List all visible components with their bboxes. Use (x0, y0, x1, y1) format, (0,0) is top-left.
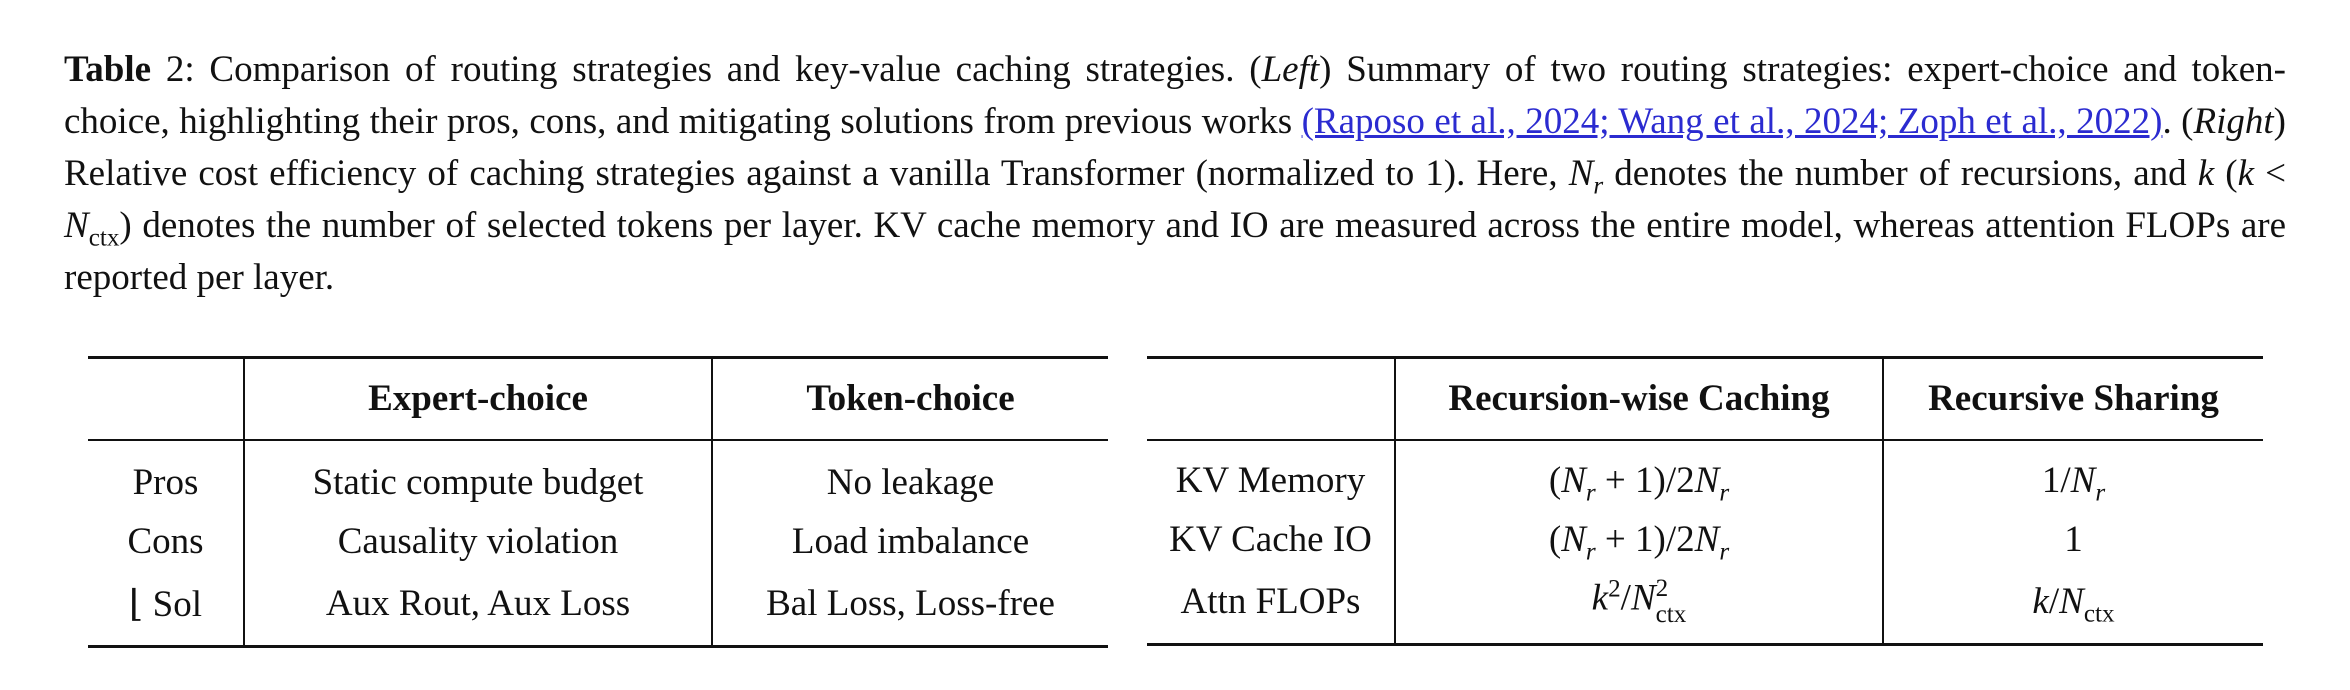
cell-token: Load imbalance (711, 510, 1108, 573)
cell-token: No leakage (711, 439, 1108, 511)
row-label: KV Cache IO (1169, 519, 1372, 560)
table-row: KV Memory (Nr + 1)/2Nr 1/Nr (1147, 439, 2263, 509)
cell-expert: Causality violation (243, 510, 712, 573)
header-expert-choice: Expert-choice (243, 357, 712, 440)
routing-strategies-table: Expert-choice Token-choice Pros Static c… (88, 356, 1108, 648)
row-label: ⌊ Sol (128, 583, 203, 625)
math-nr: Nr (1568, 153, 1604, 200)
caption-text: : Comparison of routing strategies and k… (184, 49, 1262, 90)
table-row: KV Cache IO (Nr + 1)/2Nr 1 (1147, 508, 2263, 571)
cell-sharing: 1 (1882, 508, 2263, 571)
table-header-row: Recursion-wise Caching Recursive Sharing (1147, 357, 2263, 440)
header-recursion-wise-caching: Recursion-wise Caching (1394, 357, 1883, 440)
table-header-row: Expert-choice Token-choice (88, 357, 1108, 440)
cell-token: Bal Loss, Loss-free (711, 572, 1108, 646)
cell-sharing: k/Nctx (1882, 570, 2263, 644)
cell-sharing: 1/Nr (1882, 439, 2263, 509)
caption-left-word: Left (1261, 49, 1320, 90)
caption-right-word: Right (2193, 101, 2274, 142)
row-label: Pros (132, 462, 199, 503)
caching-strategies-table: Recursion-wise Caching Recursive Sharing… (1147, 356, 2263, 646)
row-label: Cons (127, 521, 204, 562)
caption-label: Table 2 (64, 49, 185, 90)
row-label: Attn FLOPs (1180, 581, 1361, 622)
header-recursive-sharing: Recursive Sharing (1882, 357, 2263, 440)
row-label: KV Memory (1175, 460, 1366, 501)
table-caption: Table 2: Comparison of routing strategie… (64, 49, 2287, 298)
math-k: k (2197, 153, 2215, 194)
cell-expert: Aux Rout, Aux Loss (243, 572, 712, 646)
table-row: ⌊ Sol Aux Rout, Aux Loss Bal Loss, Loss-… (88, 572, 1108, 646)
header-empty (88, 358, 244, 440)
cell-caching: (Nr + 1)/2Nr (1394, 439, 1883, 509)
header-token-choice: Token-choice (711, 357, 1108, 440)
header-empty (1147, 358, 1395, 440)
cell-caching: k2/N 2 ctx (1394, 570, 1883, 644)
table-row: Cons Causality violation Load imbalance (88, 510, 1108, 573)
cell-expert: Static compute budget (243, 439, 712, 511)
table-row: Attn FLOPs k2/N 2 ctx k/Nctx (1147, 570, 2263, 644)
table-row: Pros Static compute budget No leakage (88, 439, 1108, 511)
citation-links[interactable]: (Raposo et al., 2024; Wang et al., 2024;… (1301, 101, 2163, 142)
cell-caching: (Nr + 1)/2Nr (1394, 508, 1883, 571)
